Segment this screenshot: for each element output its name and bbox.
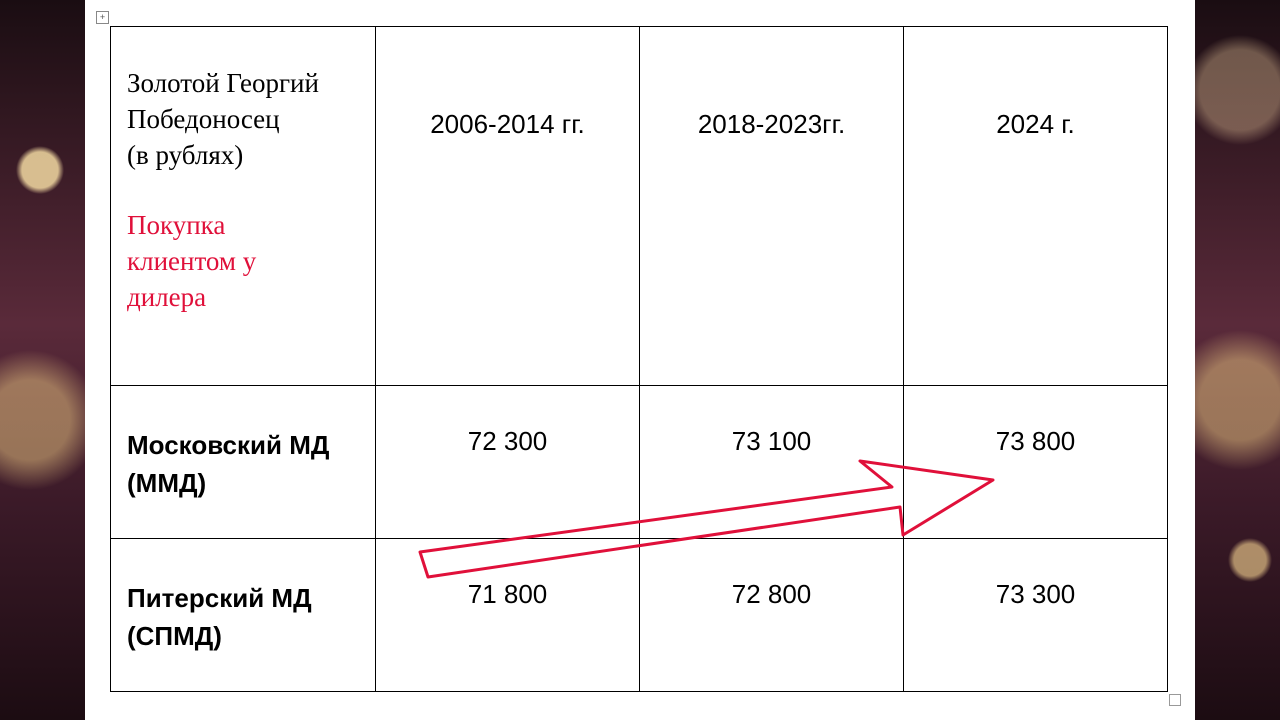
table-resize-handle[interactable] (1169, 694, 1181, 706)
note-line: клиентом у (127, 246, 257, 276)
price: 72 300 (467, 426, 548, 456)
red-arrow (418, 459, 995, 579)
table-move-handle[interactable]: + (96, 11, 109, 24)
label-line: (СПМД) (127, 621, 222, 651)
data-row: Питерский МД (СПМД) 71 800 72 800 73 300 (110, 538, 1168, 692)
price: 72 800 (731, 579, 812, 609)
period-cell: 2024 г. (903, 26, 1168, 386)
price: 73 800 (995, 426, 1076, 456)
corner-note: Покупка клиентом у дилера (127, 207, 375, 315)
period-cell: 2018-2023гг. (639, 26, 904, 386)
corner-line: (в рублях) (127, 140, 244, 170)
value-cell: 73 800 (903, 385, 1168, 539)
note-line: Покупка (127, 210, 226, 240)
label-line: Питерский МД (127, 583, 312, 613)
row-label: Питерский МД (СПМД) (111, 539, 375, 655)
corner-line: Золотой Георгий (127, 68, 319, 98)
value-cell: 71 800 (375, 538, 640, 692)
label-line: Московский МД (127, 430, 330, 460)
corner-line: Победоносец (127, 104, 280, 134)
period-label: 2018-2023гг. (697, 109, 846, 139)
value-cell: 72 300 (375, 385, 640, 539)
row-label-cell: Московский МД (ММД) (110, 385, 376, 539)
price: 73 100 (731, 426, 812, 456)
period-label: 2006-2014 гг. (430, 109, 585, 139)
corner-text: Золотой Георгий Победоносец (в рублях) Поку… (111, 27, 375, 315)
row-label: Московский МД (ММД) (111, 386, 375, 502)
note-line: дилера (127, 282, 207, 312)
price: 71 800 (467, 579, 548, 609)
header-row: Золотой Георгий Победоносец (в рублях) Поку… (110, 26, 1168, 386)
period-label: 2024 г. (996, 109, 1075, 139)
value-cell: 72 800 (639, 538, 904, 692)
corner-cell: Золотой Георгий Победоносец (в рублях) Поку… (110, 26, 376, 386)
price-table: Золотой Георгий Победоносец (в рублях) Поку… (110, 26, 1168, 692)
label-line: (ММД) (127, 468, 207, 498)
value-cell: 73 300 (903, 538, 1168, 692)
price: 73 300 (995, 579, 1076, 609)
period-cell: 2006-2014 гг. (375, 26, 640, 386)
